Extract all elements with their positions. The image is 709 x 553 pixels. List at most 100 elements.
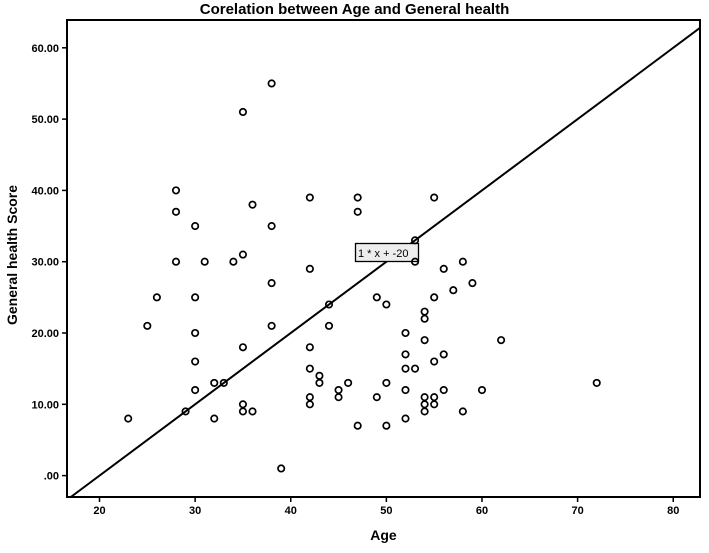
y-tick-label: 40.00 — [31, 185, 59, 197]
y-tick-label: 50.00 — [31, 114, 59, 126]
data-point — [411, 257, 420, 266]
x-tick-label: 70 — [571, 505, 583, 517]
data-points — [124, 79, 601, 473]
data-point — [353, 421, 362, 430]
data-point — [458, 407, 467, 416]
data-point — [401, 414, 410, 423]
data-point — [411, 364, 420, 373]
data-point — [353, 193, 362, 202]
y-tick-label: 10.00 — [31, 399, 59, 411]
data-point — [439, 385, 448, 395]
data-point — [439, 350, 448, 359]
data-point — [401, 350, 410, 359]
data-point — [277, 464, 286, 473]
trendline-equation-label: 1 * x + -20 — [358, 248, 408, 260]
data-point — [401, 385, 410, 395]
chart-title: Corelation between Age and General healt… — [199, 1, 510, 18]
data-point — [439, 264, 448, 273]
data-point — [324, 300, 334, 309]
data-point — [401, 364, 410, 373]
x-tick-label: 30 — [189, 505, 201, 517]
data-point — [305, 193, 314, 202]
y-tick-label: .00 — [44, 471, 59, 483]
data-point — [315, 371, 324, 380]
data-point — [334, 393, 343, 402]
data-point — [430, 193, 439, 202]
trendline-label-group: 1 * x + -20 — [354, 242, 420, 263]
data-point — [458, 257, 467, 266]
data-point — [430, 393, 439, 402]
y-tick-label: 60.00 — [31, 43, 59, 55]
data-point — [468, 279, 477, 288]
data-point — [305, 264, 314, 273]
data-point — [238, 343, 247, 352]
data-point — [430, 293, 439, 302]
data-point — [420, 336, 429, 345]
data-point — [210, 378, 219, 387]
data-point — [124, 414, 133, 423]
data-point — [372, 393, 381, 402]
data-point — [238, 107, 247, 117]
data-point — [200, 257, 209, 266]
data-point — [238, 400, 247, 409]
data-point — [171, 186, 181, 195]
data-point — [315, 378, 324, 387]
data-point — [305, 364, 314, 373]
x-tick-label: 80 — [667, 505, 679, 517]
axis-ticks: 20 30 40 50 60 70 80 .00 10.00 20.00 30.00 40.00 50.… — [31, 43, 679, 517]
data-point — [477, 385, 487, 395]
data-point — [592, 378, 601, 387]
data-point — [324, 321, 334, 330]
data-point — [305, 393, 314, 402]
data-point — [430, 357, 439, 366]
x-tick-label: 50 — [380, 505, 392, 517]
data-point — [191, 222, 200, 231]
data-point — [353, 207, 362, 216]
data-point — [401, 328, 410, 338]
data-point — [152, 293, 161, 302]
data-point — [430, 400, 439, 409]
data-point — [219, 378, 228, 387]
y-tick-label: 30.00 — [31, 257, 59, 269]
data-point — [238, 250, 247, 259]
trendline-label-box — [354, 242, 420, 263]
data-point — [229, 257, 238, 266]
data-point — [372, 293, 381, 302]
data-point — [267, 321, 276, 330]
data-point — [248, 200, 257, 209]
data-point — [382, 300, 391, 309]
data-point — [267, 79, 276, 88]
trendline — [70, 27, 701, 498]
data-point — [267, 279, 276, 288]
data-point — [171, 257, 181, 266]
data-point — [238, 407, 247, 416]
data-point — [267, 222, 276, 231]
data-point — [344, 378, 353, 387]
x-tick-label: 40 — [285, 505, 297, 517]
data-point — [420, 307, 429, 316]
data-point — [143, 321, 152, 330]
data-point — [411, 236, 420, 245]
data-point — [382, 421, 391, 430]
data-point — [420, 407, 429, 416]
data-point — [191, 293, 200, 302]
data-point — [191, 357, 200, 366]
data-point — [420, 400, 429, 409]
x-tick-label: 20 — [93, 505, 105, 517]
y-tick-label: 20.00 — [31, 328, 59, 340]
x-axis-title: Age — [370, 527, 397, 543]
data-point — [497, 336, 506, 345]
data-point — [171, 207, 181, 216]
data-point — [210, 414, 219, 423]
data-point — [420, 393, 429, 402]
plot-frame — [66, 19, 701, 498]
data-point — [191, 385, 200, 395]
data-point — [420, 314, 429, 323]
data-point — [191, 328, 200, 338]
data-point — [248, 407, 257, 416]
data-point — [305, 400, 314, 409]
data-point — [449, 286, 458, 295]
data-point — [334, 385, 343, 395]
